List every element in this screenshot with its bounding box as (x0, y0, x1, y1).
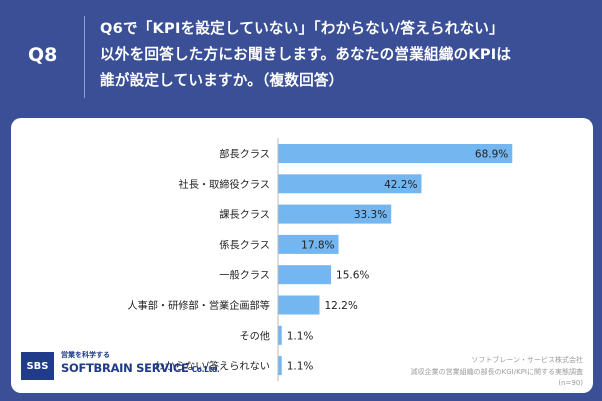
category-label: 部長クラス (219, 148, 270, 161)
logo-badge: SBS (21, 352, 54, 380)
logo-company-name: SOFTBRAIN SERVICE (61, 361, 189, 375)
logo-company-suffix: Co.Ltd. (191, 365, 220, 374)
question-text: Q6で「KPIを設定していない」「わからない/答えられない」 以外を回答した方に… (100, 16, 590, 94)
bar (278, 356, 282, 376)
source-survey: 減収企業の営業組織の部長のKGI/KPIに関する実態調査 (410, 367, 583, 376)
category-label: 課長クラス (219, 208, 270, 221)
header-divider (84, 16, 85, 98)
logo-tagline: 営業を科学する (61, 351, 110, 359)
category-label: 一般クラス (219, 269, 270, 282)
header: Q8 Q6で「KPIを設定していない」「わからない/答えられない」 以外を回答し… (0, 0, 602, 112)
category-label: 社長・取締役クラス (179, 178, 270, 191)
chart-card: 部長クラス 68.9% 社長・取締役クラス 42.2% 課長クラス 33.3% 係長クラス 1… (11, 118, 593, 393)
bar (278, 325, 282, 345)
question-line-1: Q6で「KPIを設定していない」「わからない/答えられない」 (100, 20, 504, 37)
category-label: 係長クラス (219, 239, 270, 251)
bar (278, 204, 392, 224)
value-label: 17.8% (301, 239, 334, 251)
logo-name: SOFTBRAIN SERVICE Co.Ltd. (61, 361, 220, 375)
bar-chart: 部長クラス 68.9% 社長・取締役クラス 42.2% 課長クラス 33.3% 係長クラス 1… (127, 138, 513, 382)
category-label: その他 (239, 329, 270, 342)
value-label: 12.2% (324, 300, 357, 312)
bar (278, 265, 332, 285)
company-logo: SBS 営業を科学する SOFTBRAIN SERVICE Co.Ltd. (21, 348, 220, 384)
value-label: 42.2% (384, 179, 417, 191)
question-number: Q8 (28, 44, 58, 66)
category-label: わからない/答えられない (155, 360, 271, 373)
value-label: 1.1% (287, 361, 314, 373)
category-label: 人事部・研修部・営業企画部等 (127, 299, 270, 312)
value-label: 68.9% (475, 149, 508, 161)
bar (278, 174, 422, 194)
bar (278, 295, 320, 315)
question-line-3: 誰が設定していますか。（複数回答） (100, 72, 344, 89)
source-company: ソフトブレーン・サービス株式会社 (471, 356, 583, 364)
bar (278, 234, 339, 254)
value-label: 1.1% (287, 330, 314, 342)
value-label: 15.6% (336, 270, 369, 282)
source-sample-size: (n=90) (558, 379, 583, 387)
question-line-2: 以外を回答した方にお聞きします。あなたの営業組織のKPIは (100, 46, 512, 63)
source-note: ソフトブレーン・サービス株式会社 減収企業の営業組織の部長のKGI/KPIに関す… (411, 355, 583, 390)
value-label: 33.3% (354, 209, 387, 221)
bar (278, 144, 513, 163)
